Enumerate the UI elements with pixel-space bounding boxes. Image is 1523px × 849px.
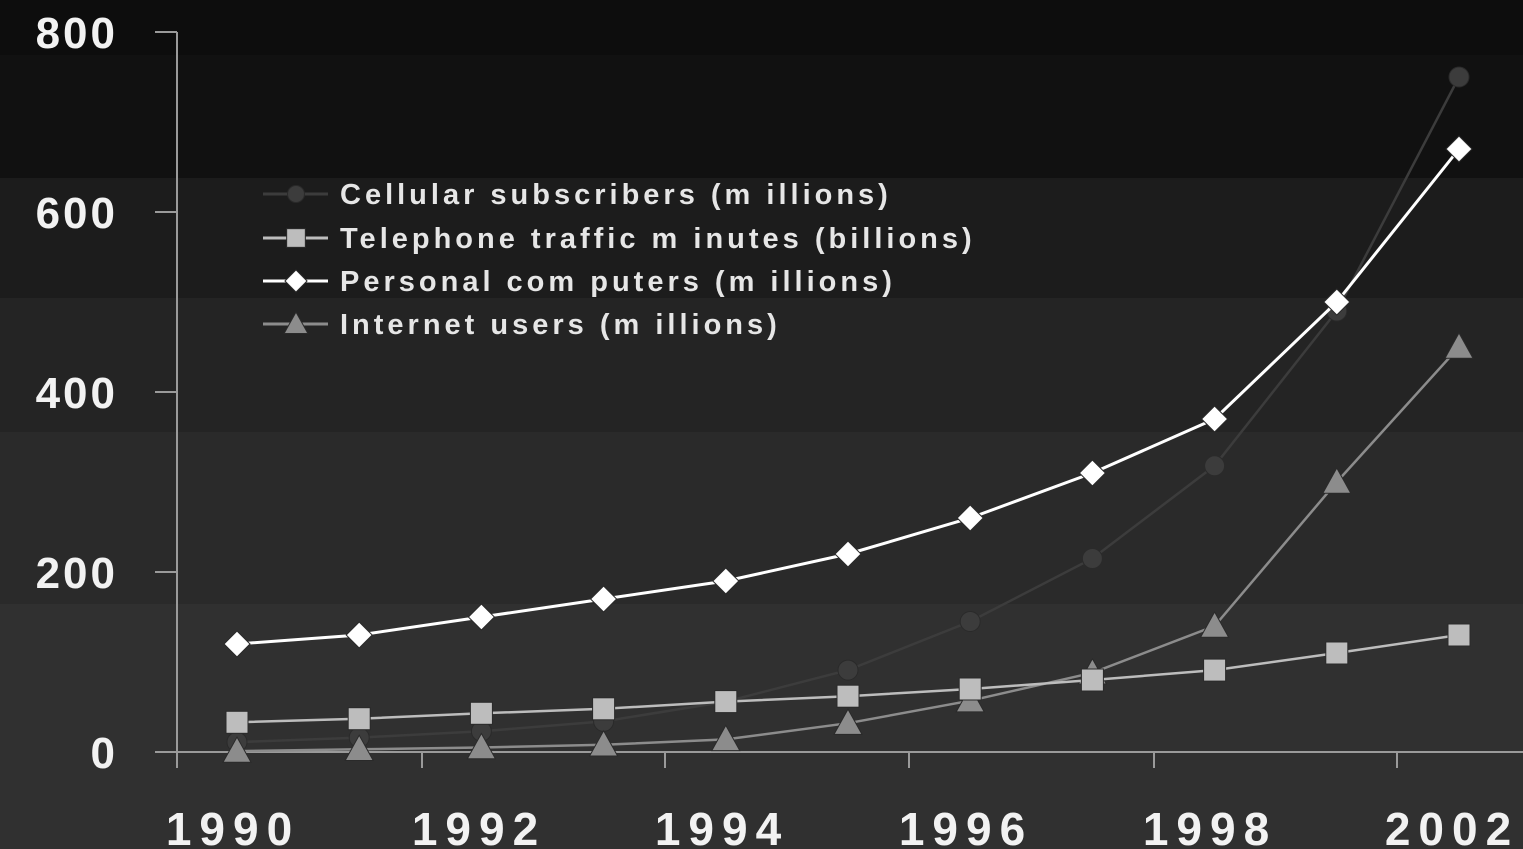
x-tick-label: 1990 (166, 803, 300, 849)
y-tick-label: 800 (36, 9, 118, 58)
background-band (0, 0, 1523, 55)
data-point-circle (837, 659, 859, 681)
x-tick-label: 2002 (1385, 803, 1519, 849)
data-point-square (1080, 668, 1104, 692)
data-point-diamond (1078, 459, 1107, 487)
data-point-diamond (284, 269, 308, 293)
data-point-diamond (1323, 288, 1351, 316)
legend-label: Personal com puters (m illions) (340, 266, 896, 298)
legend-entry: Cellular subscribers (m illions) (263, 179, 892, 211)
y-tick-label: 600 (36, 189, 118, 238)
data-point-square (286, 228, 306, 248)
data-point-circle (1204, 455, 1226, 477)
data-point-circle (1081, 548, 1103, 569)
series-triangle (222, 331, 1474, 763)
legend-label: Cellular subscribers (m illions) (340, 179, 892, 211)
data-point-square (836, 684, 860, 708)
y-tick-label: 200 (36, 549, 118, 598)
legend-label: Internet users (m illions) (340, 309, 781, 341)
data-point-square (1325, 641, 1349, 665)
background-band (0, 432, 1523, 604)
x-tick-label: 1992 (412, 803, 546, 849)
data-point-diamond (956, 504, 984, 532)
data-point-triangle (466, 732, 497, 760)
data-point-diamond (834, 540, 862, 568)
x-tick-label: 1998 (1143, 803, 1277, 849)
data-point-triangle (222, 736, 252, 763)
data-point-square (1447, 623, 1471, 647)
data-point-circle (287, 185, 305, 203)
data-point-square (225, 710, 249, 734)
data-point-diamond (589, 585, 618, 613)
data-point-triangle (1321, 466, 1352, 494)
background-band (0, 178, 1523, 298)
axes: 0 200 400 600 800 1990 1992 1994 1996 1998 2002 (36, 9, 1523, 849)
series-diamond (223, 135, 1473, 658)
series-square (225, 623, 1471, 734)
legend-entry: Personal com puters (m illions) (263, 266, 896, 298)
data-point-square (1203, 658, 1227, 682)
data-point-square (592, 697, 616, 721)
legend-entry: Internet users (m illions) (263, 309, 781, 341)
legend-entry: Telephone traffic m inutes (billions) (263, 223, 976, 255)
data-point-triangle (588, 729, 619, 757)
data-point-square (347, 707, 371, 731)
data-point-diamond (345, 621, 373, 649)
y-tick-label: 400 (36, 369, 118, 418)
data-point-triangle (1444, 331, 1474, 359)
data-point-triangle (1199, 610, 1230, 638)
data-point-triangle (710, 724, 741, 752)
x-tick-label: 1996 (899, 803, 1033, 849)
x-tick-label: 1994 (655, 803, 789, 849)
data-point-circle (1448, 66, 1470, 88)
data-point-diamond (1445, 135, 1473, 163)
legend-label: Telephone traffic m inutes (billions) (340, 223, 976, 255)
data-point-diamond (712, 567, 740, 595)
data-point-diamond (467, 603, 496, 631)
background-band (0, 604, 1523, 849)
data-point-square (958, 677, 982, 701)
y-tick-label: 0 (91, 729, 118, 778)
data-point-triangle (833, 708, 863, 735)
data-point-square (714, 690, 738, 714)
data-point-square (469, 701, 493, 725)
data-point-triangle (344, 734, 375, 761)
data-point-diamond (1200, 405, 1229, 433)
legend: Cellular subscribers (m illions) Telephon… (263, 179, 976, 341)
data-point-triangle (283, 311, 309, 335)
series-lines (222, 66, 1474, 763)
data-point-circle (959, 611, 981, 632)
data-point-diamond (223, 630, 251, 658)
